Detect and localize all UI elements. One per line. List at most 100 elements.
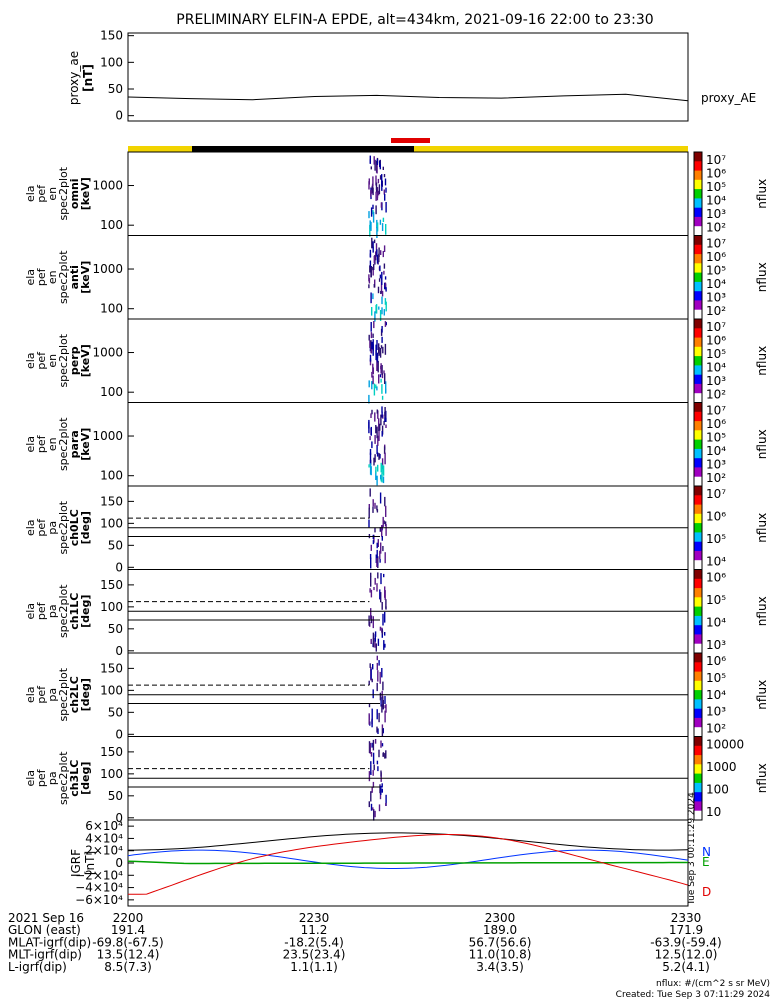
spectrogram-pixel [384,710,386,723]
panel-frame [127,235,689,320]
spectrogram-pixel [371,708,373,720]
colorbar-label: nflux [755,346,769,376]
spectrogram-pixel [372,204,374,210]
ytick-label: 150 [100,745,123,759]
panel-ylabel: anti [68,265,81,289]
panel-ylabel: spec2plot [57,166,70,220]
colorbar-swatch [694,356,702,366]
colorbar-label: nflux [755,763,769,793]
colorbar-swatch [694,467,702,478]
colorbar-swatch [694,680,702,691]
spectrogram-pixel [373,255,375,264]
ae-ytick-label: 100 [100,55,123,69]
spectrogram-pixel [372,506,374,513]
colorbar-label: nflux [755,680,769,710]
spectrogram-pixel [369,265,371,273]
footer-row-label: 2021 Sep 16 [8,911,84,925]
colorbar-swatch [694,513,702,524]
spectrogram-pixel [370,221,372,231]
spectrogram-pixel [377,572,379,579]
proxy-ae-yticks: 150 100 50 0 [100,29,134,123]
spectrogram-pixel [376,558,378,567]
spectrogram-pixel [383,245,386,252]
spectrogram-pixel [384,178,387,186]
footer-value: 56.7(56.6) [469,935,532,949]
colorbar-swatch [694,254,702,264]
panel-ylabel: pef [35,768,48,787]
spectrogram-pixel [376,549,378,558]
spectrogram-pixel [375,305,377,314]
colorbar-swatch [694,374,702,385]
spectrogram-pixel [380,697,382,707]
spectrogram-pixel [374,435,376,444]
spectrogram-pixel [373,264,375,270]
proxy-ae-line [127,93,689,102]
igrf-ytick-label: 4×10⁴ [85,831,123,845]
spectrogram-pixel [368,394,370,404]
colorbar-swatch [694,671,702,682]
colorbar-swatch [694,439,702,450]
panel-ylabel: para [68,430,81,458]
spectrogram-pixel [369,340,371,348]
spectrogram-pixel [368,615,370,626]
panel-ylabel: en [46,354,59,368]
spectrogram-pixel [370,576,372,587]
spectrogram-pixel [385,794,387,806]
colorbar-swatch [694,365,702,376]
colorbar-label: nflux [755,513,769,543]
spectrogram-pixel [376,354,378,361]
spectrogram-pixel [384,407,386,418]
spectrogram-pixel [375,182,378,191]
spectrogram-pixel [370,190,372,197]
footer-row-label: MLAT-igrf(dip) [8,935,91,949]
colorbar-tick: 10 [706,805,721,819]
spectrogram-pixel [379,492,382,504]
panel-ylabel: [deg] [79,595,92,628]
panel-ylabel: spec2plot [57,333,70,387]
igrf-e-label: E [702,855,710,869]
colorbar-swatch [694,755,702,765]
spectrogram-pixel [378,247,380,257]
spectrogram-pixel [369,452,372,465]
spectrogram-pixel [372,637,375,648]
spectrogram-pixel [383,174,386,178]
colorbar-swatch [694,402,702,413]
spectrogram-pixel [381,326,383,333]
ytick-label: 100 [100,469,123,483]
spectrogram-pixel [372,293,374,300]
spectrogram-pixel [382,465,385,476]
panel-ylabel: ela [24,185,37,202]
igrf-ytick-label: 6×10⁴ [85,819,123,833]
colorbar-swatch [694,606,702,617]
colorbar-swatch [694,727,702,737]
colorbar-swatch [694,736,702,747]
ytick-label: 0 [115,811,123,825]
spectrogram-pixel [370,764,372,775]
spectrogram-pixel [385,606,387,610]
spectrogram-pixel [377,360,379,373]
footer-value: 23.5(23.4) [283,948,346,962]
spectrogram-pixel [368,703,371,708]
panel-perp: 1000100elapefenspec2plotperp[keV]10⁷10⁶1… [24,318,769,404]
spectrogram-pixel [381,668,383,678]
spectrogram-pixel [384,696,386,704]
spectrogram-pixel [379,219,382,225]
panel-ylabel: pef [35,685,48,704]
spectrogram-pixel [384,612,386,623]
colorbar-tick: 10⁷ [706,153,726,167]
spectrogram-pixel [372,241,374,248]
spectrogram-pixel [380,770,382,777]
spectrogram-pixel [369,554,372,559]
panel-ylabel: pef [35,267,48,286]
spectrogram-pixel [378,660,380,666]
panel-ylabel: ela [24,436,37,453]
spectrogram-pixel [375,251,377,261]
spectrogram-pixel [380,573,382,585]
colorbar-tick: 10³ [706,374,726,388]
spectrogram-pixel [385,322,387,326]
spectrogram-pixel [371,742,373,748]
spectrogram-pixel [372,211,375,223]
colorbar-swatch [694,560,702,570]
spectrogram-pixel [381,788,383,793]
